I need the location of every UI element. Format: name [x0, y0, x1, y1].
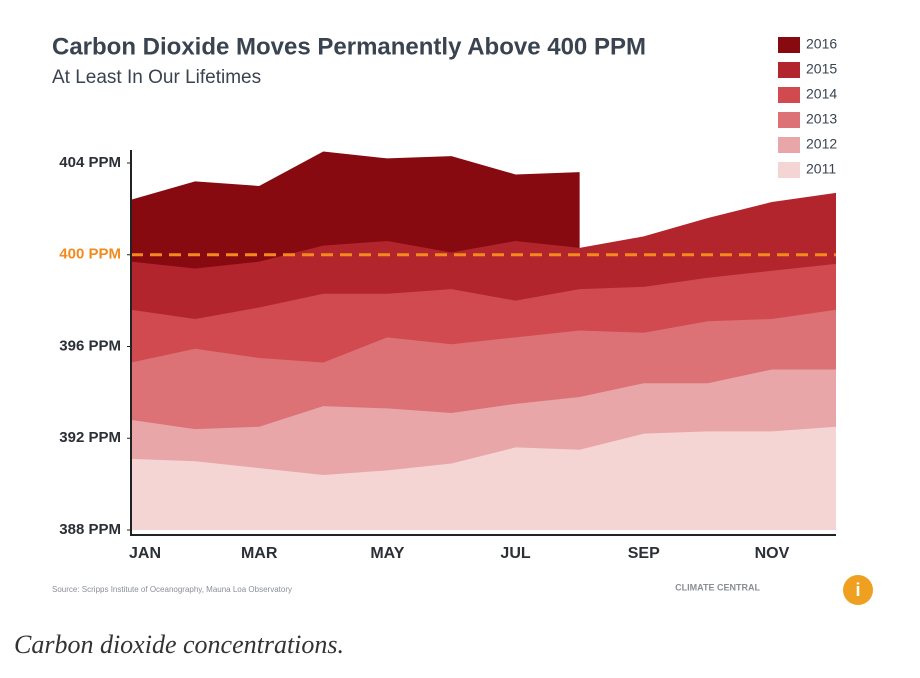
legend-swatch [778, 137, 800, 153]
legend-swatch [778, 162, 800, 178]
y-tick-label: 396 PPM [59, 337, 121, 354]
x-tick-label: MAY [370, 545, 404, 562]
x-tick-label: JAN [129, 545, 161, 562]
x-tick-label: NOV [755, 545, 790, 562]
area [131, 426, 836, 530]
y-tick-label: 404 PPM [59, 154, 121, 171]
legend-label: 2016 [806, 36, 837, 52]
chart-title: Carbon Dioxide Moves Permanently Above 4… [52, 33, 646, 60]
x-tick-label: JUL [500, 545, 530, 562]
chart: Carbon Dioxide Moves Permanently Above 4… [52, 33, 873, 605]
caption: Carbon dioxide concentrations. [14, 630, 345, 659]
x-tick-label: MAR [241, 545, 278, 562]
y-tick-label: 400 PPM [59, 246, 121, 263]
chart-subtitle: At Least In Our Lifetimes [52, 67, 261, 88]
logo: CLIMATE CENTRAL [675, 582, 760, 592]
legend-swatch [778, 87, 800, 103]
y-tick-label: 388 PPM [59, 521, 121, 538]
legend-label: 2015 [806, 61, 837, 77]
info-icon[interactable] [843, 575, 873, 605]
x-tick-label: SEP [628, 545, 660, 562]
legend-label: 2013 [806, 111, 837, 127]
source: Source: Scripps Institute of Oceanograph… [52, 585, 292, 594]
legend-label: 2011 [806, 161, 836, 177]
legend-swatch [778, 37, 800, 53]
y-tick-label: 392 PPM [59, 429, 121, 446]
legend-label: 2014 [806, 86, 837, 102]
legend-swatch [778, 112, 800, 128]
info-icon-glyph: i [855, 580, 860, 600]
legend-label: 2012 [806, 136, 837, 152]
legend-swatch [778, 62, 800, 78]
